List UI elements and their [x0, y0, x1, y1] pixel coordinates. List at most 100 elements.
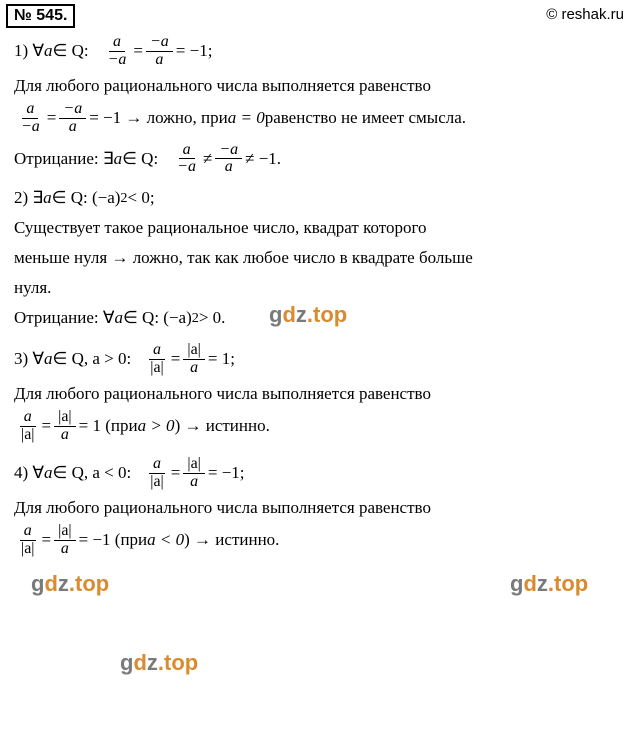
numerator: |a| [183, 342, 205, 360]
p2-statement: 2) ∃ a ∈ Q: (−a)2 < 0; [14, 186, 622, 211]
numerator: |a| [54, 409, 76, 427]
watermark: gdz.top [31, 571, 109, 597]
fraction: |a| a [54, 523, 76, 558]
p3-equality: a |a| = |a| a = 1 (при a > 0 ) → истинно… [14, 409, 622, 444]
text: ) → истинно. [175, 414, 270, 439]
text: = 1 (при [79, 414, 138, 439]
text: = 1; [208, 347, 235, 372]
denominator: −a [173, 159, 200, 176]
numerator: −a [146, 34, 173, 52]
var-a: a [114, 147, 123, 172]
denominator: a [186, 360, 202, 377]
fraction: a |a| [17, 523, 39, 558]
numerator: |a| [54, 523, 76, 541]
numerator: a [149, 456, 165, 474]
p1-description: Для любого рационального числа выполняет… [14, 73, 622, 99]
site-credit: © reshak.ru [546, 4, 624, 23]
text: ∈ Q: [122, 147, 158, 172]
numerator: a [179, 142, 195, 160]
p1-negation: Отрицание: ∃ a ∈ Q: a −a ≠ −a a ≠ −1. [14, 142, 622, 177]
p2-negation: Отрицание: ∀ a ∈ Q: (−a)2 > 0. [14, 306, 622, 331]
text: = −1; [208, 461, 245, 486]
superscript: 2 [120, 188, 127, 209]
p3-statement: 3) ∀ a ∈ Q, a > 0: a |a| = |a| a = 1; [14, 342, 622, 377]
text: 1) ∀ [14, 39, 44, 64]
watermark: gdz.top [120, 650, 198, 676]
superscript: 2 [192, 308, 199, 329]
p4-statement: 4) ∀ a ∈ Q, a < 0: a |a| = |a| a = −1; [14, 456, 622, 491]
p3-description: Для любого рационального числа выполняет… [14, 381, 622, 407]
denominator: |a| [17, 427, 39, 444]
denominator: a [221, 159, 237, 176]
text: > 0. [199, 306, 226, 331]
text: = −1 → ложно, при [89, 106, 228, 131]
condition: a < 0 [147, 528, 184, 553]
not-equals: ≠ [203, 147, 212, 172]
numerator: a [22, 101, 38, 119]
fraction: |a| a [183, 342, 205, 377]
numerator: a [109, 34, 125, 52]
text: 3) ∀ [14, 347, 44, 372]
text: < 0; [128, 186, 155, 211]
text: ∈ Q, a < 0: [53, 461, 132, 486]
text: ≠ −1. [245, 147, 281, 172]
p1-equality: a −a = −a a = −1 → ложно, при a = 0 раве… [14, 101, 622, 136]
p2-description-1: Существует такое рациональное число, ква… [14, 215, 622, 241]
equals: = [47, 106, 57, 131]
var-a: a [44, 461, 53, 486]
numerator: a [149, 342, 165, 360]
p2-description-2: меньше нуля → ложно, так как любое число… [14, 245, 622, 271]
denominator: a [186, 474, 202, 491]
problem-badge: № 545. [6, 4, 75, 28]
p1-statement: 1) ∀ a ∈ Q: a −a = −a a = −1; [14, 34, 622, 69]
text: ∈ Q, a > 0: [53, 347, 132, 372]
text: 2) ∃ [14, 186, 43, 211]
equals: = [133, 39, 143, 64]
text: Отрицание: ∃ [14, 147, 114, 172]
fraction: a |a| [17, 409, 39, 444]
fraction: −a a [146, 34, 173, 69]
numerator: |a| [183, 456, 205, 474]
solution-body: 1) ∀ a ∈ Q: a −a = −a a = −1; Для любого… [0, 30, 634, 568]
denominator: |a| [146, 474, 168, 491]
fraction: a |a| [146, 456, 168, 491]
denominator: a [57, 427, 73, 444]
equals: = [42, 414, 52, 439]
text: равенство не имеет смысла. [265, 106, 466, 131]
fraction: −a a [59, 101, 86, 136]
fraction: −a a [215, 142, 242, 177]
numerator: a [20, 523, 36, 541]
fraction: |a| a [54, 409, 76, 444]
text: ∈ Q: [53, 39, 89, 64]
condition: a > 0 [138, 414, 175, 439]
text: = −1 (при [79, 528, 148, 553]
fraction: a −a [17, 101, 44, 136]
text: ) → истинно. [184, 528, 279, 553]
var-a: a [44, 39, 53, 64]
fraction: a |a| [146, 342, 168, 377]
denominator: a [65, 119, 81, 136]
var-a: a [43, 186, 52, 211]
condition: a = 0 [228, 106, 265, 131]
text: Отрицание: ∀ [14, 306, 115, 331]
denominator: a [151, 52, 167, 69]
denominator: |a| [17, 541, 39, 558]
denominator: a [57, 541, 73, 558]
numerator: −a [59, 101, 86, 119]
watermark: gdz.top [510, 571, 588, 597]
numerator: a [20, 409, 36, 427]
text: 4) ∀ [14, 461, 44, 486]
denominator: |a| [146, 360, 168, 377]
fraction: a −a [173, 142, 200, 177]
text: ∈ Q: (−a) [52, 186, 121, 211]
text: = −1; [176, 39, 213, 64]
fraction: |a| a [183, 456, 205, 491]
var-a: a [44, 347, 53, 372]
denominator: −a [104, 52, 131, 69]
equals: = [42, 528, 52, 553]
numerator: −a [215, 142, 242, 160]
fraction: a −a [104, 34, 131, 69]
text: ∈ Q: (−a) [123, 306, 192, 331]
equals: = [171, 461, 181, 486]
p4-equality: a |a| = |a| a = −1 (при a < 0 ) → истинн… [14, 523, 622, 558]
